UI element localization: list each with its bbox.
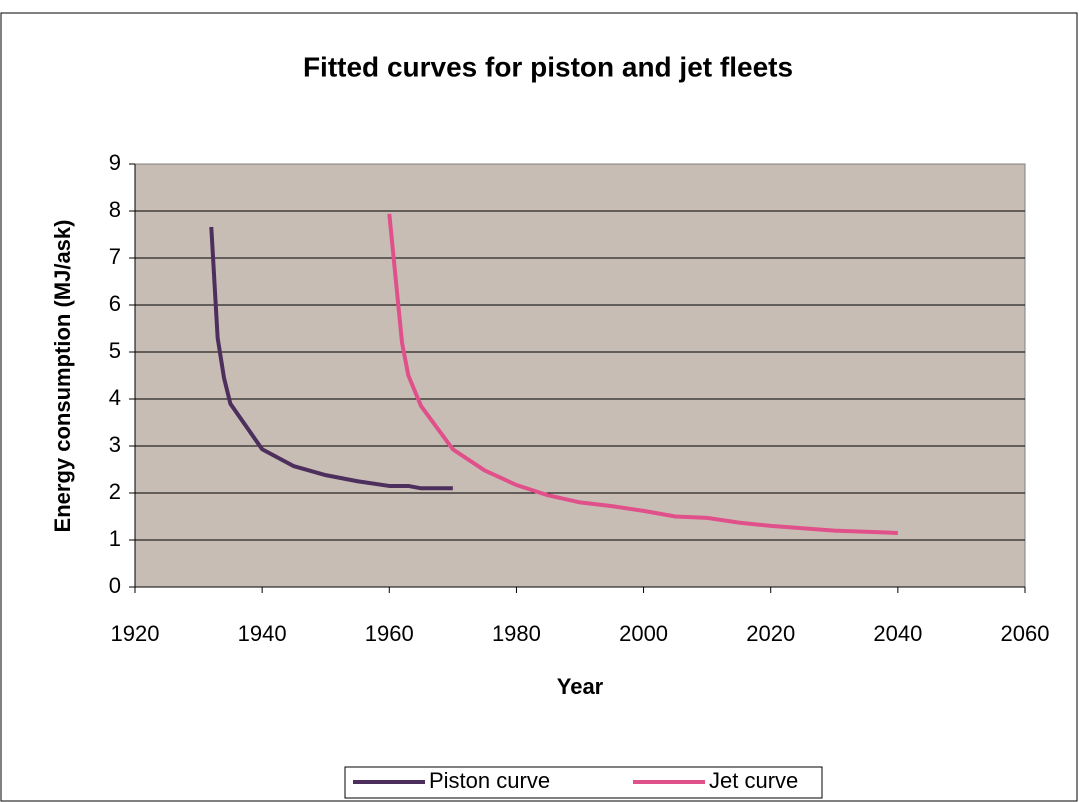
plot-area [134, 163, 1026, 588]
legend-label: Jet curve [709, 768, 798, 793]
y-tick-label: 2 [109, 479, 121, 504]
legend-label: Piston curve [429, 768, 550, 793]
y-tick-label: 7 [109, 244, 121, 269]
series-line [387, 213, 898, 535]
x-tick-label: 1940 [238, 621, 287, 646]
x-tick-label: 1920 [111, 621, 160, 646]
x-tick-label: 1960 [365, 621, 414, 646]
y-tick-label: 5 [109, 338, 121, 363]
series-line [209, 226, 453, 491]
x-axis-title: Year [557, 674, 604, 699]
x-tick-label: 2040 [873, 621, 922, 646]
y-tick-label: 1 [109, 526, 121, 551]
x-tick-label: 1980 [492, 621, 541, 646]
y-tick-label: 9 [109, 150, 121, 175]
x-tick-label: 2000 [619, 621, 668, 646]
y-tick-label: 3 [109, 432, 121, 457]
y-tick-label: 4 [109, 385, 121, 410]
x-tick-label: 2020 [746, 621, 795, 646]
y-tick-label: 6 [109, 291, 121, 316]
y-tick-label: 8 [109, 197, 121, 222]
y-tick-label: 0 [109, 573, 121, 598]
y-axis-title: Energy consumption (MJ/ask) [50, 220, 75, 533]
chart-title: Fitted curves for piston and jet fleets [303, 51, 793, 82]
x-tick-label: 2060 [1001, 621, 1050, 646]
